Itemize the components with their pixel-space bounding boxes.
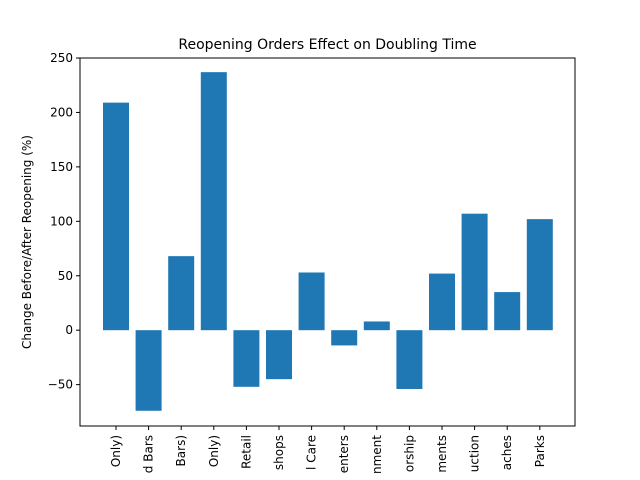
x-tick-label: Parks (533, 435, 547, 467)
y-tick-label: 250 (50, 51, 73, 65)
x-tick-label: Only) (207, 435, 221, 467)
chart-title: Reopening Orders Effect on Doubling Time (178, 37, 476, 53)
bar-5 (266, 330, 292, 380)
bar-7 (331, 330, 358, 346)
bar-2 (168, 256, 195, 331)
bar-10 (429, 273, 455, 331)
x-tick-label: d Bars (142, 435, 156, 473)
x-axis: Only) d Bars Bars) Only) Retail shops l Care en… (109, 426, 547, 474)
bar-6 (298, 272, 325, 331)
x-tick-label: enters (337, 435, 351, 473)
y-tick-label: 0 (65, 323, 73, 337)
y-tick-label: 100 (50, 214, 73, 228)
bar-0 (103, 102, 129, 331)
bar-13 (526, 219, 553, 331)
x-tick-label: aches (500, 435, 514, 470)
y-axis: −50 0 50 100 150 200 250 (48, 51, 80, 392)
plot-area-frame (79, 57, 576, 427)
y-axis-label: Change Before/After Reopening (%) (20, 135, 34, 349)
bar-3 (200, 72, 227, 331)
x-tick-label: Only) (109, 435, 123, 467)
bar-11 (461, 213, 488, 331)
bar-8 (363, 321, 390, 331)
bar-4 (233, 330, 260, 387)
bar-1 (135, 330, 162, 411)
bars-group (103, 72, 553, 411)
x-tick-label: uction (468, 435, 482, 472)
y-tick-label: 150 (50, 160, 73, 174)
x-tick-label: shops (272, 435, 286, 470)
y-tick-label: 50 (58, 269, 73, 283)
x-tick-label: Retail (239, 435, 253, 469)
y-tick-label: 200 (50, 105, 73, 119)
bar-9 (396, 330, 423, 389)
x-tick-label: l Care (305, 435, 319, 470)
x-tick-label: ments (435, 435, 449, 473)
bar-12 (494, 292, 521, 331)
y-tick-label: −50 (48, 378, 73, 392)
x-tick-label: Bars) (174, 435, 188, 466)
x-tick-label: nment (370, 435, 384, 474)
x-tick-label: orship (402, 435, 416, 472)
